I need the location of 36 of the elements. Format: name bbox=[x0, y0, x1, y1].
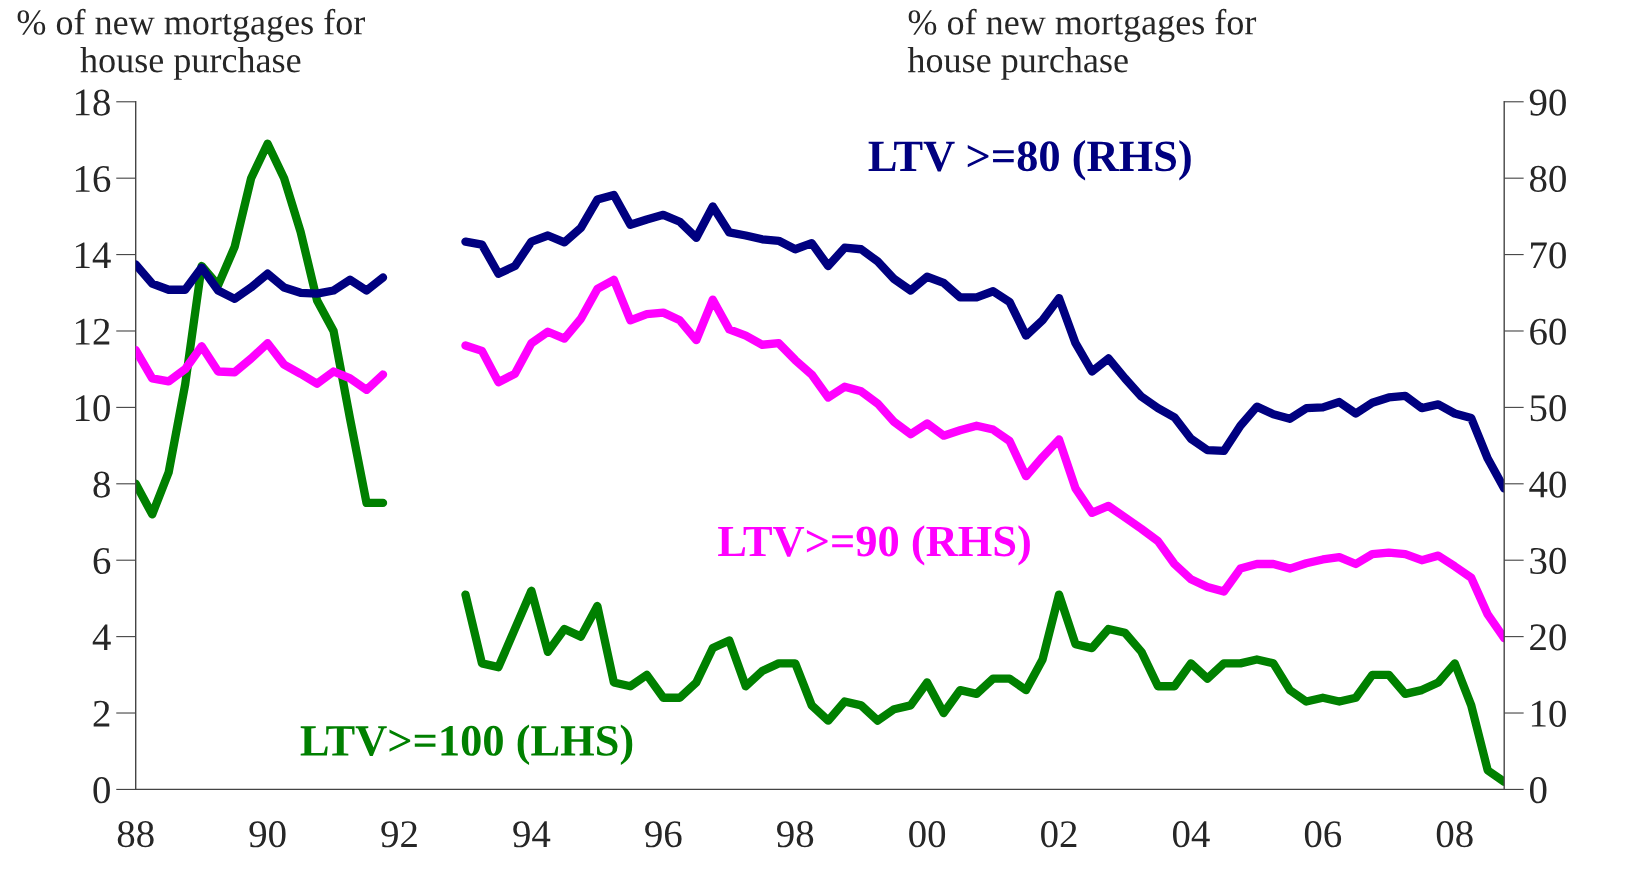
x-tick-label: 02 bbox=[1041, 821, 1077, 848]
y2-tick-label: 60 bbox=[1530, 318, 1566, 345]
y-tick-label: 0 bbox=[93, 777, 110, 804]
y2-tick-label: 80 bbox=[1529, 165, 1566, 193]
y-tick-label: 18 bbox=[75, 89, 110, 116]
x-tick-label: 94 bbox=[513, 821, 551, 848]
y2-tick-label: 70 bbox=[1531, 242, 1566, 269]
y-tick-label: 4 bbox=[92, 624, 111, 651]
y-tick-label: 16 bbox=[75, 165, 111, 193]
series-label: LTV >=80 (RHS) bbox=[868, 140, 1191, 181]
x-tick-label: 88 bbox=[117, 821, 154, 848]
x-tick-label: 98 bbox=[777, 821, 814, 848]
y-tick-label: 6 bbox=[93, 547, 111, 575]
x-tick-label: 08 bbox=[1436, 821, 1473, 848]
y2-tick-label: 90 bbox=[1529, 89, 1566, 116]
y-axis-title: % of new mortgages for house purchase bbox=[17, 8, 365, 80]
series-label: LTV>=100 (LHS) bbox=[300, 724, 633, 765]
x-tick-label: 06 bbox=[1304, 821, 1342, 848]
y2-axis-title: % of new mortgages for house purchase bbox=[907, 8, 1257, 80]
y2-tick-label: 10 bbox=[1531, 700, 1566, 727]
x-tick-label: 04 bbox=[1172, 821, 1210, 848]
y-tick-label: 10 bbox=[75, 395, 110, 422]
x-tick-label: 90 bbox=[249, 821, 286, 848]
y2-tick-label: 0 bbox=[1529, 777, 1547, 804]
y2-tick-label: 40 bbox=[1529, 471, 1566, 498]
x-tick-label: 96 bbox=[645, 821, 682, 848]
y-tick-label: 14 bbox=[75, 242, 111, 269]
y-tick-label: 12 bbox=[75, 318, 110, 345]
series-label: LTV>=90 (RHS) bbox=[718, 525, 1030, 566]
y-tick-label: 2 bbox=[93, 700, 110, 727]
y2-tick-label: 30 bbox=[1530, 547, 1566, 575]
y2-tick-label: 50 bbox=[1530, 395, 1566, 422]
y2-tick-label: 20 bbox=[1530, 624, 1566, 651]
x-tick-label: 00 bbox=[909, 821, 946, 848]
x-tick-label: 92 bbox=[381, 821, 417, 848]
y-tick-label: 8 bbox=[93, 471, 110, 498]
